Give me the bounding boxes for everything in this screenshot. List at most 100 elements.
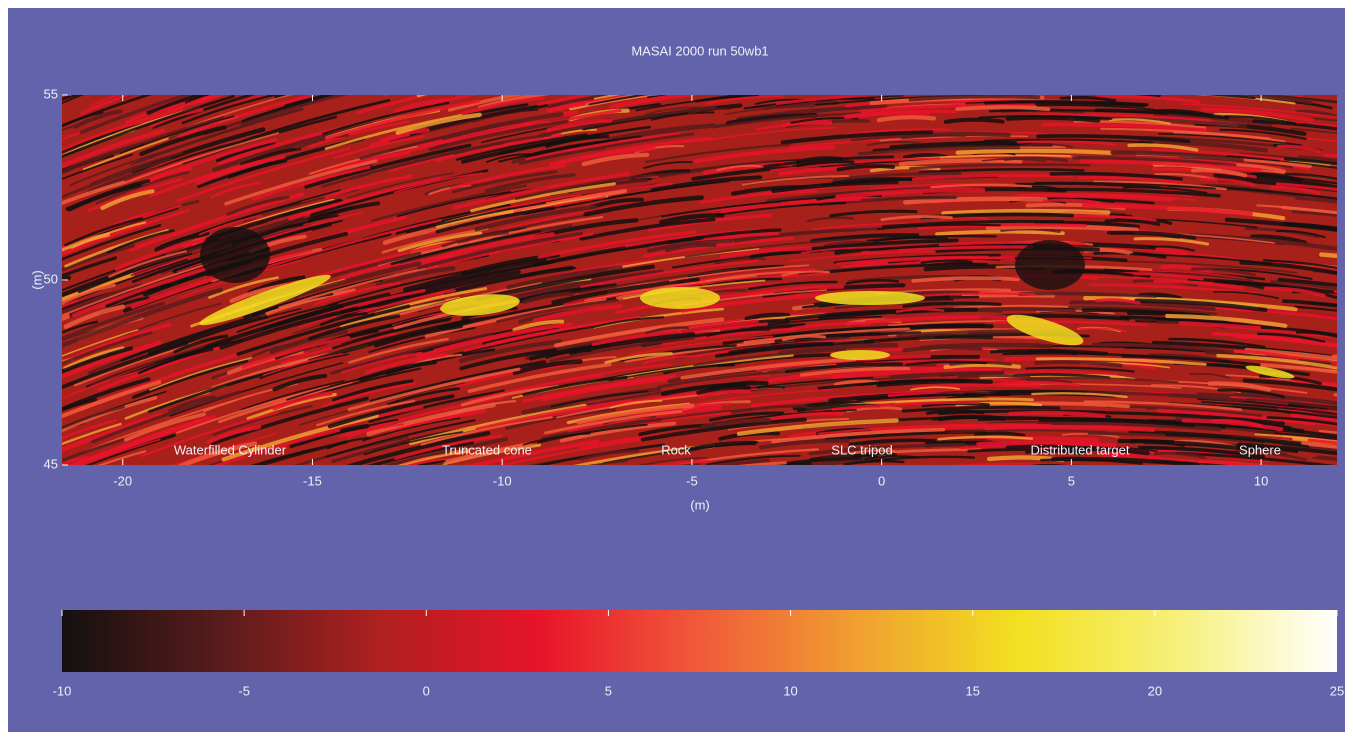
- sonar-streak: [108, 250, 187, 278]
- sonar-streak: [1158, 132, 1303, 146]
- sonar-streak: [213, 428, 341, 465]
- sonar-streak: [1276, 144, 1322, 154]
- sonar-streak: [512, 319, 565, 332]
- sonar-streak: [1083, 400, 1243, 411]
- sonar-streak: [62, 273, 135, 302]
- sonar-streak: [845, 279, 900, 285]
- sonar-streak: [79, 95, 192, 135]
- sonar-highlight: [199, 274, 331, 326]
- sonar-streak: [307, 201, 381, 223]
- sonar-streak: [62, 283, 144, 316]
- sonar-streak: [873, 236, 949, 243]
- sonar-streak: [622, 279, 766, 300]
- sonar-streak: [559, 421, 677, 443]
- sonar-streak: [1037, 113, 1212, 122]
- sonar-streak: [902, 345, 983, 353]
- sonar-highlight: [640, 287, 720, 309]
- sonar-streak: [140, 411, 279, 458]
- sonar-streak: [368, 326, 476, 353]
- sonar-streak: [537, 95, 594, 106]
- sonar-streak: [215, 142, 276, 163]
- sonar-streak: [533, 304, 623, 323]
- sonar-streak: [262, 292, 391, 330]
- sonar-streak: [744, 312, 791, 321]
- sonar-streak: [181, 95, 280, 125]
- sonar-streak: [62, 283, 116, 306]
- sonar-streak: [591, 319, 759, 347]
- sonar-streak: [908, 292, 1036, 298]
- sonar-streak: [374, 324, 463, 348]
- sonar-shadow: [200, 227, 270, 283]
- sonar-streak: [584, 274, 757, 302]
- sonar-streak: [1072, 156, 1237, 168]
- annotation: Sphere: [1239, 442, 1281, 457]
- sonar-streak: [522, 147, 606, 164]
- sonar-streak: [1036, 134, 1191, 144]
- sonar-streak: [674, 388, 833, 408]
- sonar-streak: [901, 405, 1061, 413]
- sonar-streak: [1227, 349, 1299, 361]
- sonar-streak: [642, 236, 794, 258]
- sonar-streak: [848, 438, 936, 446]
- sonar-streak: [197, 159, 288, 189]
- sonar-streak: [928, 261, 983, 267]
- sonar-streak: [1290, 413, 1337, 422]
- sonar-streak: [733, 227, 885, 243]
- sonar-streak: [778, 343, 899, 356]
- sonar-streak: [983, 100, 1149, 107]
- sonar-streak: [1217, 388, 1286, 399]
- sonar-streak: [333, 135, 425, 160]
- sonar-streak: [62, 287, 224, 348]
- sonar-streak: [176, 147, 351, 202]
- sonar-streak: [340, 351, 423, 374]
- annotation: Truncated cone: [442, 442, 532, 457]
- sonar-streak: [135, 107, 304, 164]
- sonar-streak: [912, 173, 1074, 181]
- sonar-streak: [1138, 139, 1269, 153]
- sonar-streak: [894, 397, 1034, 405]
- sonar-streak: [669, 264, 810, 282]
- sonar-streak: [460, 384, 560, 407]
- sonar-streak: [538, 105, 717, 138]
- sonar-streak: [256, 440, 349, 465]
- sonar-streak: [817, 424, 979, 435]
- colorbar-tick-label: 10: [783, 683, 797, 698]
- sonar-streak: [239, 146, 302, 167]
- sonar-streak: [455, 133, 588, 161]
- sonar-streak: [580, 259, 760, 288]
- sonar-streak: [810, 233, 920, 244]
- sonar-streak: [1168, 337, 1266, 349]
- sonar-streak: [379, 128, 430, 143]
- sonar-streak: [845, 128, 952, 136]
- sonar-streak: [62, 243, 135, 272]
- sonar-streak: [62, 455, 88, 465]
- sonar-streak: [624, 228, 760, 248]
- sonar-streak: [458, 339, 563, 363]
- sonar-streak: [403, 257, 547, 292]
- sonar-streak: [208, 276, 279, 299]
- sonar-streak: [406, 321, 558, 357]
- sonar-streak: [1008, 410, 1106, 418]
- sonar-streak: [62, 232, 111, 252]
- sonar-streak: [1307, 438, 1337, 445]
- sonar-streak: [1292, 209, 1337, 217]
- sonar-streak: [177, 441, 258, 465]
- sonar-streak: [701, 232, 780, 244]
- sonar-streak: [415, 460, 446, 465]
- sonar-streak: [809, 453, 878, 462]
- sonar-streak: [416, 461, 444, 465]
- sonar-streak: [128, 192, 305, 252]
- sonar-streak: [1151, 148, 1290, 162]
- sonar-streak: [977, 417, 1157, 423]
- sonar-streak: [62, 418, 118, 440]
- sonar-streak: [1213, 280, 1266, 290]
- sonar-streak: [417, 231, 583, 270]
- sonar-streak: [561, 276, 624, 289]
- sonar-streak: [708, 411, 785, 422]
- sonar-streak: [178, 95, 321, 138]
- sonar-streak: [736, 418, 899, 436]
- sonar-streak: [62, 299, 78, 307]
- sonar-streak: [62, 157, 172, 199]
- sonar-streak: [321, 101, 450, 135]
- x-tick-label: -15: [303, 473, 322, 488]
